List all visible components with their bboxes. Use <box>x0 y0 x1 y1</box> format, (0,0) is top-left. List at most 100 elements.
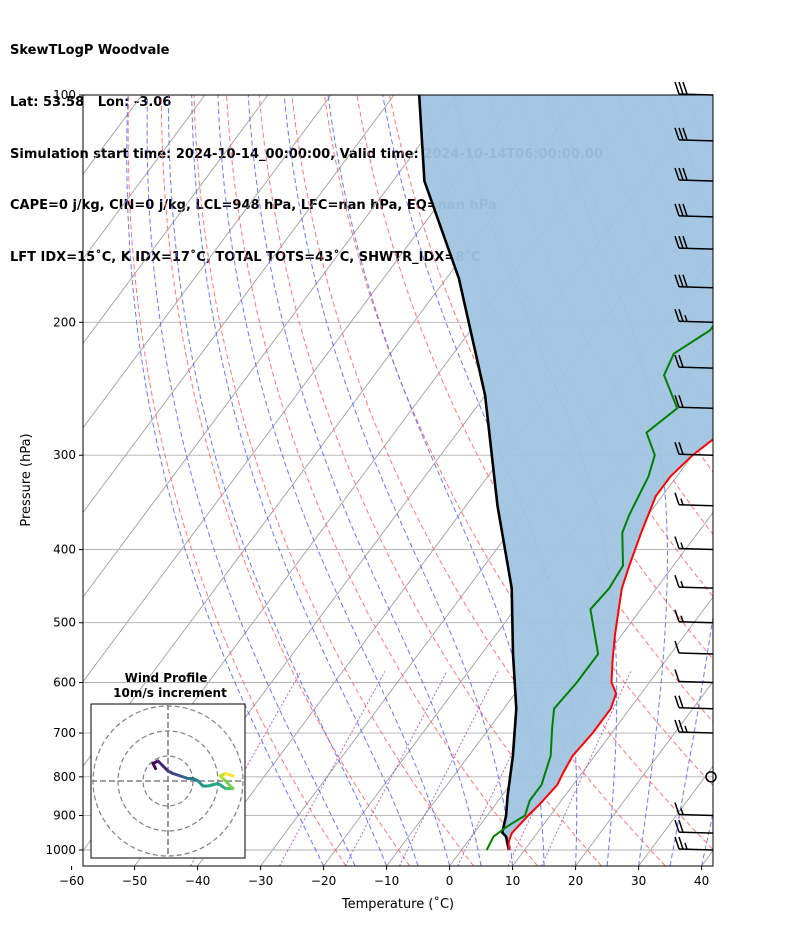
x-tick-label: 30 <box>631 874 646 888</box>
y-tick-label: 500 <box>53 616 76 630</box>
mixing-ratio-line <box>279 671 386 866</box>
wind-barb <box>674 309 714 324</box>
station-title: SkewTLogP Woodvale <box>10 43 170 59</box>
dry-adiabat <box>748 95 794 866</box>
wind-barb-flag <box>674 536 680 549</box>
y-tick-label: 200 <box>53 315 76 329</box>
y-tick-label: 300 <box>53 448 76 462</box>
hodograph-segment <box>224 772 235 778</box>
dry-adiabat <box>193 95 475 866</box>
y-tick-label: 800 <box>53 770 76 784</box>
x-tick-label: −60 <box>59 874 84 888</box>
dry-adiabat <box>258 95 602 866</box>
dry-adiabat <box>781 95 794 866</box>
x-tick-label: 20 <box>568 874 583 888</box>
hodograph-title: Wind Profile <box>125 671 208 685</box>
wind-barb-flag <box>674 441 680 455</box>
moist-adiabat <box>247 95 482 866</box>
wind-barb-flag <box>674 574 680 588</box>
wind-barb-flag <box>682 167 688 181</box>
moist-adiabat <box>283 95 514 866</box>
wind-barb-flag <box>678 235 684 249</box>
dry-adiabat <box>226 95 538 866</box>
calm-wind-marker <box>705 771 717 783</box>
wind-barb-staff <box>678 320 714 324</box>
wind-barb-staff <box>678 680 714 684</box>
hodograph-plot <box>91 704 245 858</box>
x-tick-label: 40 <box>694 874 709 888</box>
dry-adiabat <box>291 95 666 866</box>
wind-barb-staff <box>678 285 714 289</box>
wind-barb <box>674 609 714 624</box>
wind-barb-flag <box>682 203 688 217</box>
y-tick-label: 700 <box>53 726 76 740</box>
wind-barb-flag <box>674 354 680 368</box>
dewpoint-line <box>485 324 713 851</box>
wind-barb <box>674 719 714 734</box>
isotherm-line <box>83 95 332 429</box>
wind-barb-flag <box>678 274 684 287</box>
y-axis-label: Pressure (hPa) <box>19 433 34 526</box>
wind-barb <box>674 640 714 655</box>
dry-adiabat <box>127 95 347 866</box>
mixing-ratio-line <box>541 671 632 866</box>
wind-barb-flag <box>674 309 680 322</box>
wind-barb-half-flag <box>680 498 684 506</box>
wind-barb-flag <box>682 274 688 287</box>
wind-barb-flag <box>674 127 680 141</box>
wind-barb-staff <box>678 813 714 817</box>
hodograph-segment <box>216 782 227 790</box>
wind-barb <box>674 441 714 456</box>
wind-barb-flag <box>678 395 684 408</box>
wind-barb-staff <box>678 620 714 624</box>
parcel-temperature-shading <box>419 95 713 850</box>
hodograph-segment <box>206 782 220 788</box>
temperature-line <box>507 438 713 851</box>
isotherm-line <box>83 95 458 598</box>
wind-barb-half-flag <box>684 315 688 322</box>
wind-barb <box>674 802 714 817</box>
y-tick-label: 400 <box>53 543 76 557</box>
wind-barb-staff <box>678 586 714 589</box>
wind-barb <box>674 274 714 289</box>
wind-barb-staff <box>678 652 714 655</box>
y-tick-label: 1000 <box>45 843 76 857</box>
wind-barb-flag <box>682 235 688 249</box>
wind-barb-flag <box>678 819 684 833</box>
wind-barb-half-flag <box>684 842 688 850</box>
wind-barb-flag <box>678 441 684 455</box>
wind-barb <box>674 695 714 710</box>
wind-barb-flag <box>678 695 684 708</box>
x-tick-label: 10 <box>505 874 520 888</box>
wind-barb-half-flag <box>684 725 688 733</box>
wind-barb-half-flag <box>680 542 684 549</box>
moist-adiabat <box>126 95 325 866</box>
wind-barb-flag <box>674 235 680 249</box>
wind-barb-flag <box>678 309 684 322</box>
wind-barb-flag <box>674 81 680 95</box>
x-tick-label: −50 <box>122 874 147 888</box>
x-tick-label: −20 <box>311 874 336 888</box>
moist-adiabat <box>217 95 451 866</box>
mixing-ratio-line <box>344 671 448 866</box>
wind-barb-flag <box>674 802 680 815</box>
wind-barb-half-flag <box>680 808 684 815</box>
wind-barb-flag <box>678 167 684 181</box>
wind-barb-staff <box>678 139 714 142</box>
wind-barb-staff <box>678 247 714 250</box>
wind-barb-staff <box>678 406 714 410</box>
wind-barb <box>674 127 714 142</box>
wind-barb <box>674 354 714 369</box>
isotherm-line <box>83 95 395 514</box>
wind-barb-half-flag <box>680 615 684 622</box>
wind-barb-flag <box>674 695 680 708</box>
wind-barb <box>674 836 714 851</box>
wind-barb-flag <box>678 127 684 141</box>
wind-barb-flag <box>674 669 680 682</box>
wind-barb <box>674 819 714 834</box>
wind-barb-flag <box>674 167 680 181</box>
plot-frame <box>82 94 714 867</box>
wind-barb-staff <box>678 366 714 369</box>
wind-barb-staff <box>678 179 714 182</box>
